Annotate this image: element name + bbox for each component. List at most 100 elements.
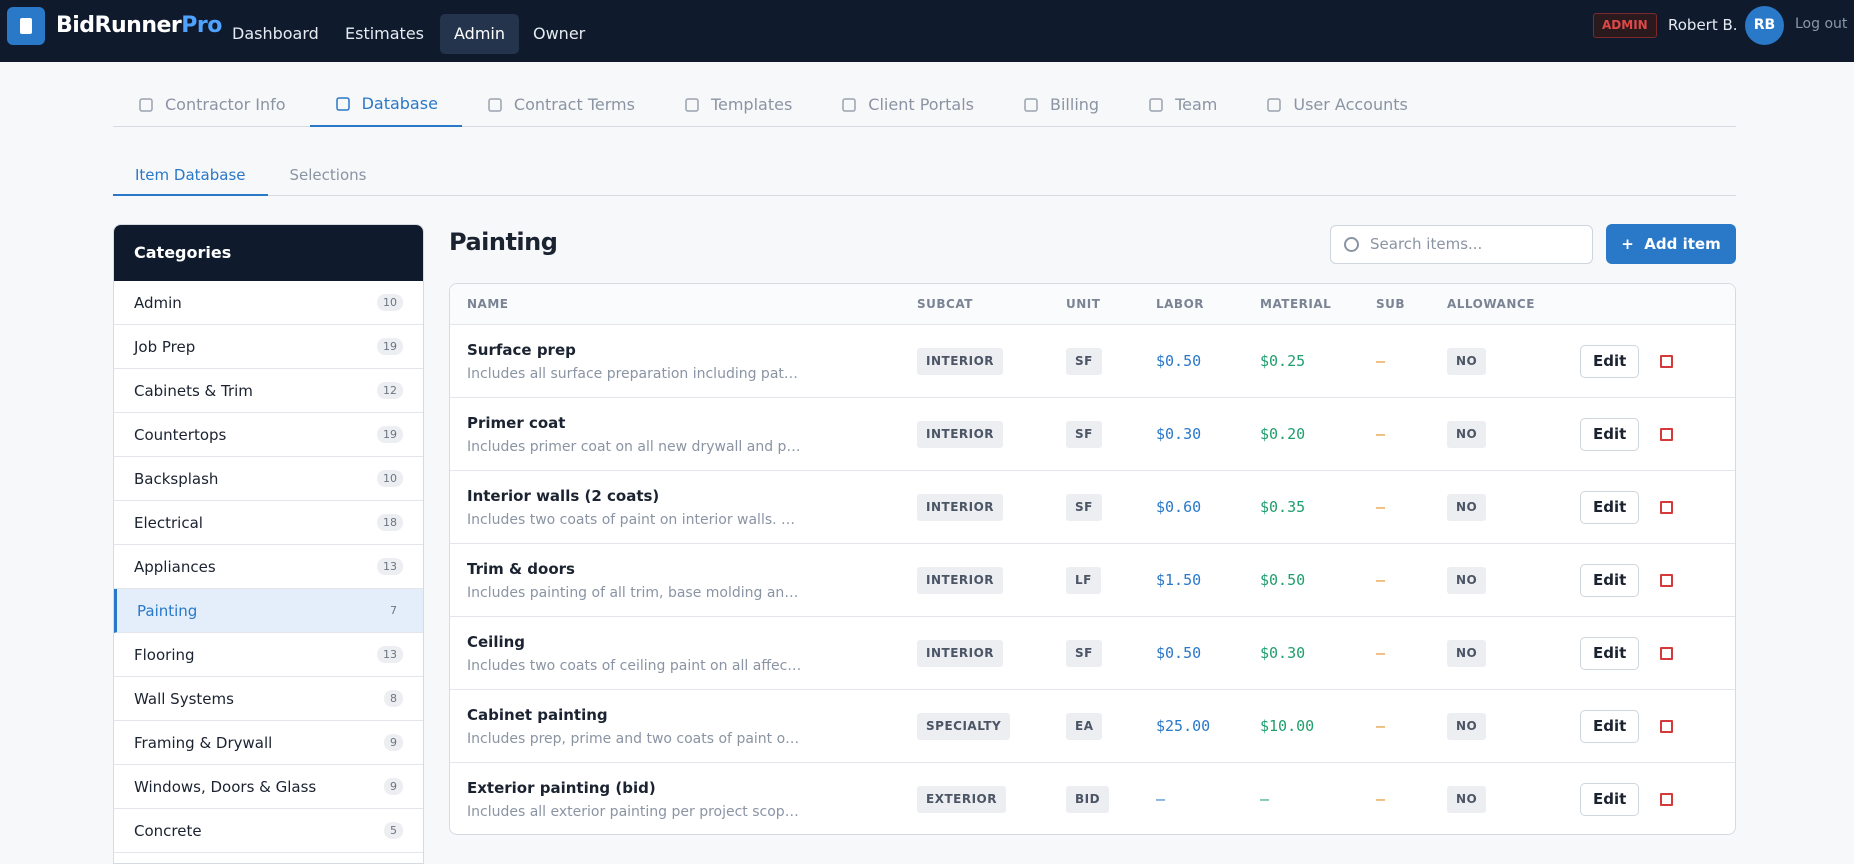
labor-cost: $0.50 [1156,352,1202,370]
subcat-pill: INTERIOR [917,421,1004,448]
tab-label: Billing [1050,95,1100,114]
labor-cost: — [1156,790,1166,808]
delete-button[interactable] [1660,428,1673,441]
subcat-pill: INTERIOR [917,494,1004,521]
nav-link[interactable]: Estimates [345,24,425,43]
category-name: Admin [134,293,182,312]
column-header: SUB [1376,297,1406,311]
category-name: Concrete [134,821,202,840]
category[interactable]: Windows, Doors & Glass 9 [114,765,423,809]
tab-icon [488,97,502,112]
category-count: 12 [377,382,403,399]
category[interactable]: Admin 10 [114,281,423,325]
category[interactable]: Electrical 18 [114,501,423,545]
category[interactable]: Cabinets & Trim 12 [114,369,423,413]
edit-button[interactable]: Edit [1580,710,1640,743]
table-row: Cabinet painting Includes prep, prime and… [450,690,1735,763]
category[interactable]: Concrete 5 [114,809,423,853]
category-count: 18 [377,514,403,531]
tab[interactable]: Templates [659,82,816,127]
delete-button[interactable] [1660,355,1673,368]
unit-pill: SF [1066,348,1102,375]
category-count: 19 [377,426,403,443]
logout[interactable]: Log out [1795,16,1848,32]
subtab[interactable]: Selections [289,166,367,184]
role-badge: ADMIN [1593,13,1657,38]
item-name: Ceiling [467,633,526,651]
material-cost: $0.35 [1260,498,1306,516]
tab-icon [335,96,350,111]
subcat-pill: EXTERIOR [917,786,1006,813]
subtab[interactable]: Item Database [113,156,268,196]
allowance-pill: NO [1447,640,1487,667]
search-box[interactable]: Search items... [1330,225,1593,264]
category[interactable]: Framing & Drywall 9 [114,721,423,765]
tab[interactable]: Team [1123,82,1241,127]
category[interactable]: Job Prep 19 [114,325,423,369]
sub-cost: — [1376,425,1386,443]
item-desc: Includes all exterior painting per proje… [467,804,802,820]
table-row: Surface prep Includes all surface prepara… [450,325,1735,398]
category-count: 8 [384,690,403,707]
tab-icon [1024,97,1038,112]
column-header: MATERIAL [1260,297,1332,311]
category[interactable]: Wall Systems 8 [114,677,423,721]
sub-cost: — [1376,717,1386,735]
category-name: Job Prep [134,337,196,356]
tab-icon [685,97,699,112]
tab[interactable]: Client Portals [816,82,998,127]
table-row: Ceiling Includes two coats of ceiling pai… [450,617,1735,690]
category[interactable]: Flooring 13 [114,633,423,677]
nav-link[interactable]: Owner [533,24,586,43]
unit-pill: EA [1066,713,1103,740]
tab-label: Database [361,94,438,113]
nav-link[interactable]: Admin [440,14,519,54]
category-name: Framing & Drywall [134,733,273,752]
sidebar-title: Categories [114,225,423,281]
sub-cost: — [1376,352,1386,370]
tab[interactable]: Billing [998,82,1123,127]
category-count: 7 [390,604,397,617]
category[interactable]: Backsplash 10 [114,457,423,501]
nav-link[interactable]: Dashboard [232,24,319,43]
delete-button[interactable] [1660,574,1673,587]
item-name: Surface prep [467,341,576,359]
delete-button[interactable] [1660,501,1673,514]
category-count: 9 [384,778,403,795]
category[interactable]: Countertops 19 [114,413,423,457]
tab[interactable]: Contract Terms [462,82,659,127]
delete-button[interactable] [1660,647,1673,660]
delete-button[interactable] [1660,793,1673,806]
category[interactable]: Painting 7 [114,589,423,633]
tab[interactable]: Database [309,82,462,127]
item-desc: Includes painting of all trim, base mold… [467,585,802,601]
sub-cost: — [1376,498,1386,516]
delete-button[interactable] [1660,720,1673,733]
labor-cost: $25.00 [1156,717,1211,735]
edit-button[interactable]: Edit [1580,418,1640,451]
category-name: Painting [137,601,198,620]
edit-button[interactable]: Edit [1580,637,1640,670]
sub-cost: — [1376,644,1386,662]
logo[interactable] [7,7,45,45]
unit-pill: BID [1066,786,1110,813]
allowance-pill: NO [1447,348,1487,375]
category-name: Wall Systems [134,689,234,708]
table-header: NAME SUBCAT UNIT LABOR MATERIAL SUB ALLOWANCE [450,284,1735,325]
table-row: Trim & doors Includes painting of all tri… [450,544,1735,617]
edit-button[interactable]: Edit [1580,345,1640,378]
category[interactable]: Appliances 13 [114,545,423,589]
edit-button[interactable]: Edit [1580,783,1640,816]
tab[interactable]: Contractor Info [113,82,310,127]
edit-button[interactable]: Edit [1580,491,1640,524]
tab-icon [842,97,857,112]
tab-label: Client Portals [868,95,974,114]
material-cost: $0.50 [1260,571,1306,589]
edit-button[interactable]: Edit [1580,564,1640,597]
add-button[interactable]: + Add item [1606,224,1736,264]
subcat-pill: INTERIOR [917,348,1004,375]
tab[interactable]: User Accounts [1241,82,1432,127]
brand[interactable]: BidRunnerPro [56,13,222,38]
avatar[interactable]: RB [1745,6,1784,45]
